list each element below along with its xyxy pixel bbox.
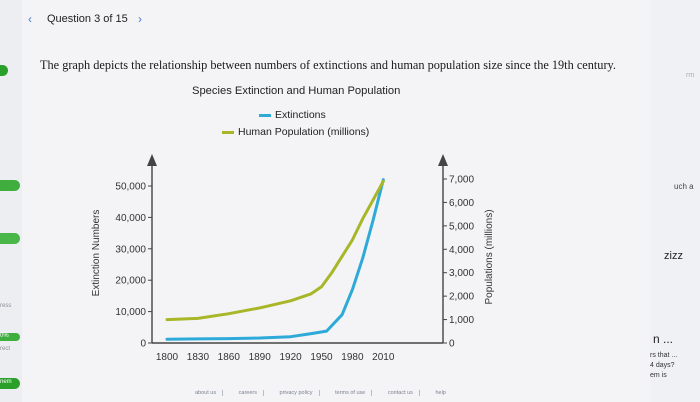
y-tick-label-right: 6,000 bbox=[449, 198, 474, 209]
x-tick-label: 1950 bbox=[310, 352, 333, 363]
right-text: zizz bbox=[664, 250, 683, 262]
chart-title: Species Extinction and Human Population bbox=[192, 85, 401, 97]
y-axis-label-left: Extinction Numbers bbox=[91, 210, 102, 297]
series-line-extinctions bbox=[165, 178, 385, 341]
question-page bbox=[22, 0, 650, 402]
legend-label: Extinctions bbox=[275, 109, 326, 121]
y-tick-label-left: 0 bbox=[140, 339, 146, 350]
footer-link[interactable]: about us bbox=[195, 390, 224, 396]
y-axis-left-arrow bbox=[147, 154, 157, 166]
footer-link[interactable]: help bbox=[435, 390, 446, 396]
y-tick-label-left: 10,000 bbox=[115, 307, 146, 318]
question-text: The graph depicts the relationship betwe… bbox=[40, 58, 616, 72]
progress-pill[interactable] bbox=[0, 65, 8, 76]
right-text: uch a bbox=[674, 182, 694, 191]
y-tick-label-right: 1,000 bbox=[449, 315, 474, 326]
x-tick-label: 1980 bbox=[341, 352, 364, 363]
x-tick-label: 1830 bbox=[187, 352, 210, 363]
x-tick-label: 1860 bbox=[218, 352, 241, 363]
y-tick-label-right: 2,000 bbox=[449, 292, 474, 303]
y-axis-label-right: Populations (millions) bbox=[484, 209, 495, 304]
sidebar-label: 0% bbox=[0, 333, 9, 339]
right-text: rs that ... bbox=[650, 352, 678, 359]
right-sidebar bbox=[650, 0, 700, 402]
sidebar-label: rect bbox=[0, 346, 11, 352]
y-tick-label-left: 30,000 bbox=[115, 244, 146, 255]
y-tick-label-right: 0 bbox=[449, 339, 455, 350]
footer-link[interactable]: contact us bbox=[387, 390, 420, 396]
legend-item: Extinctions bbox=[259, 109, 369, 126]
chevron-left-icon[interactable]: ‹ bbox=[28, 12, 32, 26]
series-line-human-population-millions bbox=[165, 179, 385, 322]
progress-pill[interactable] bbox=[0, 378, 20, 389]
legend-item: Human Population (millions) bbox=[222, 126, 369, 143]
legend-swatch bbox=[259, 113, 271, 117]
y-tick-label-right: 7,000 bbox=[449, 175, 474, 186]
footer-links: about us careers privacy policy terms of… bbox=[195, 390, 466, 396]
progress-pill[interactable] bbox=[0, 333, 20, 341]
progress-pill[interactable] bbox=[0, 233, 20, 244]
right-text: rm bbox=[686, 72, 695, 79]
right-text: 4 days? bbox=[650, 362, 675, 369]
x-tick-label: 2010 bbox=[372, 352, 395, 363]
footer-link[interactable]: terms of use bbox=[335, 390, 373, 396]
right-text: em is bbox=[650, 372, 667, 379]
chart-legend: Extinctions Human Population (millions) bbox=[222, 109, 369, 143]
right-text: n ... bbox=[653, 332, 674, 346]
x-tick-label: 1920 bbox=[279, 352, 302, 363]
chevron-right-icon[interactable]: › bbox=[138, 12, 142, 26]
progress-pill[interactable] bbox=[0, 180, 20, 191]
left-sidebar: ress 0% rect nem bbox=[0, 0, 22, 402]
y-tick-label-left: 40,000 bbox=[115, 213, 146, 224]
y-tick-label-left: 50,000 bbox=[115, 182, 146, 193]
y-tick-label-right: 5,000 bbox=[449, 221, 474, 232]
sidebar-label: ress bbox=[0, 303, 12, 309]
y-axis-right-arrow bbox=[438, 154, 448, 166]
footer-link[interactable]: careers bbox=[238, 390, 264, 396]
y-tick-label-right: 4,000 bbox=[449, 245, 474, 256]
question-counter: Question 3 of 15 bbox=[47, 13, 128, 25]
legend-label: Human Population (millions) bbox=[238, 126, 370, 138]
y-tick-label-right: 3,000 bbox=[449, 268, 474, 279]
x-tick-label: 1890 bbox=[249, 352, 272, 363]
y-tick-label-left: 20,000 bbox=[115, 276, 146, 287]
x-tick-label: 1800 bbox=[156, 352, 179, 363]
footer-link[interactable]: privacy policy bbox=[279, 390, 320, 396]
sidebar-label: nem bbox=[0, 379, 12, 385]
legend-swatch bbox=[222, 130, 234, 134]
